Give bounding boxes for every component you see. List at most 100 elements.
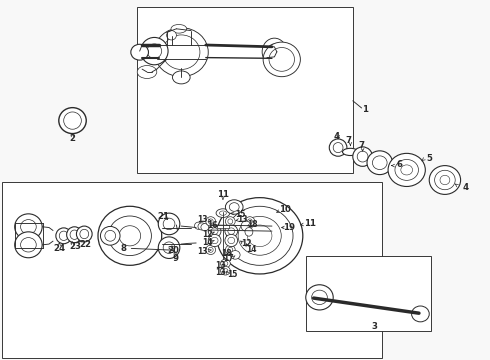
Text: 22: 22 [80,240,92,249]
Ellipse shape [228,247,233,252]
Ellipse shape [228,219,233,224]
Bar [2,182,382,358]
Text: 23: 23 [69,243,81,252]
Ellipse shape [158,213,180,235]
Ellipse shape [163,242,175,253]
Ellipse shape [67,227,82,243]
Ellipse shape [263,42,300,77]
Ellipse shape [201,224,209,231]
Text: 14: 14 [202,238,213,247]
Ellipse shape [172,71,190,84]
Ellipse shape [429,166,461,194]
Ellipse shape [105,230,116,241]
Ellipse shape [412,306,429,322]
Text: 16: 16 [207,221,218,230]
Ellipse shape [225,245,235,255]
Ellipse shape [208,225,221,237]
Ellipse shape [225,217,235,226]
Bar [306,256,431,331]
Ellipse shape [241,221,251,231]
Ellipse shape [333,143,343,153]
Ellipse shape [198,223,206,230]
Ellipse shape [137,66,157,78]
Ellipse shape [21,220,36,234]
Ellipse shape [395,159,418,180]
Ellipse shape [80,229,89,239]
Ellipse shape [220,266,230,275]
Ellipse shape [206,217,216,226]
Text: 19: 19 [283,223,295,232]
Text: 11: 11 [304,219,316,228]
Ellipse shape [245,217,255,226]
Text: 3: 3 [372,323,378,331]
Ellipse shape [119,226,141,246]
Ellipse shape [401,165,413,175]
Ellipse shape [353,147,372,166]
Text: 15: 15 [235,210,245,219]
Ellipse shape [223,269,228,273]
Text: 7: 7 [346,136,352,145]
Bar [174,203,284,250]
Ellipse shape [372,156,387,170]
Ellipse shape [208,219,213,224]
Ellipse shape [154,28,208,77]
Text: 13: 13 [215,268,226,277]
Ellipse shape [229,203,239,211]
Ellipse shape [435,170,455,190]
Text: 7: 7 [359,141,365,150]
Ellipse shape [167,31,176,40]
Ellipse shape [208,247,213,252]
Ellipse shape [179,217,203,238]
Ellipse shape [172,211,210,244]
Ellipse shape [217,198,303,274]
Ellipse shape [185,222,197,233]
Text: 4: 4 [334,132,340,141]
Ellipse shape [158,237,180,258]
Ellipse shape [211,228,218,234]
Ellipse shape [171,24,187,33]
Text: 10: 10 [279,205,291,214]
Ellipse shape [270,225,277,232]
Ellipse shape [228,228,235,234]
Text: 21: 21 [157,212,169,221]
Text: 13: 13 [197,215,208,224]
Text: 20: 20 [168,246,179,255]
Text: 13: 13 [197,247,208,256]
Ellipse shape [329,139,347,156]
Ellipse shape [108,216,151,256]
Ellipse shape [163,35,200,69]
Ellipse shape [266,221,281,236]
Ellipse shape [220,211,226,215]
Ellipse shape [357,151,368,162]
Ellipse shape [70,230,79,239]
Ellipse shape [225,200,243,214]
Ellipse shape [267,44,282,60]
Text: 8: 8 [121,244,127,253]
Text: 18: 18 [247,220,258,229]
Ellipse shape [225,225,238,237]
Ellipse shape [247,225,272,247]
Text: 14: 14 [246,245,257,253]
Ellipse shape [245,228,253,236]
Text: 9: 9 [172,253,178,263]
Ellipse shape [141,37,168,65]
Ellipse shape [206,245,216,255]
Ellipse shape [343,148,358,156]
Ellipse shape [388,153,425,186]
Ellipse shape [223,261,228,266]
Ellipse shape [15,214,42,240]
Ellipse shape [195,222,202,229]
Ellipse shape [238,216,281,255]
Bar [137,7,353,173]
Ellipse shape [15,232,42,258]
Ellipse shape [247,219,252,224]
Text: 13: 13 [237,215,247,224]
Text: 5: 5 [426,154,432,163]
Ellipse shape [163,218,175,230]
Text: 2: 2 [70,134,75,143]
Ellipse shape [56,228,72,244]
Ellipse shape [367,151,392,175]
Ellipse shape [228,237,235,244]
Text: 13: 13 [215,261,226,270]
Ellipse shape [269,48,294,71]
